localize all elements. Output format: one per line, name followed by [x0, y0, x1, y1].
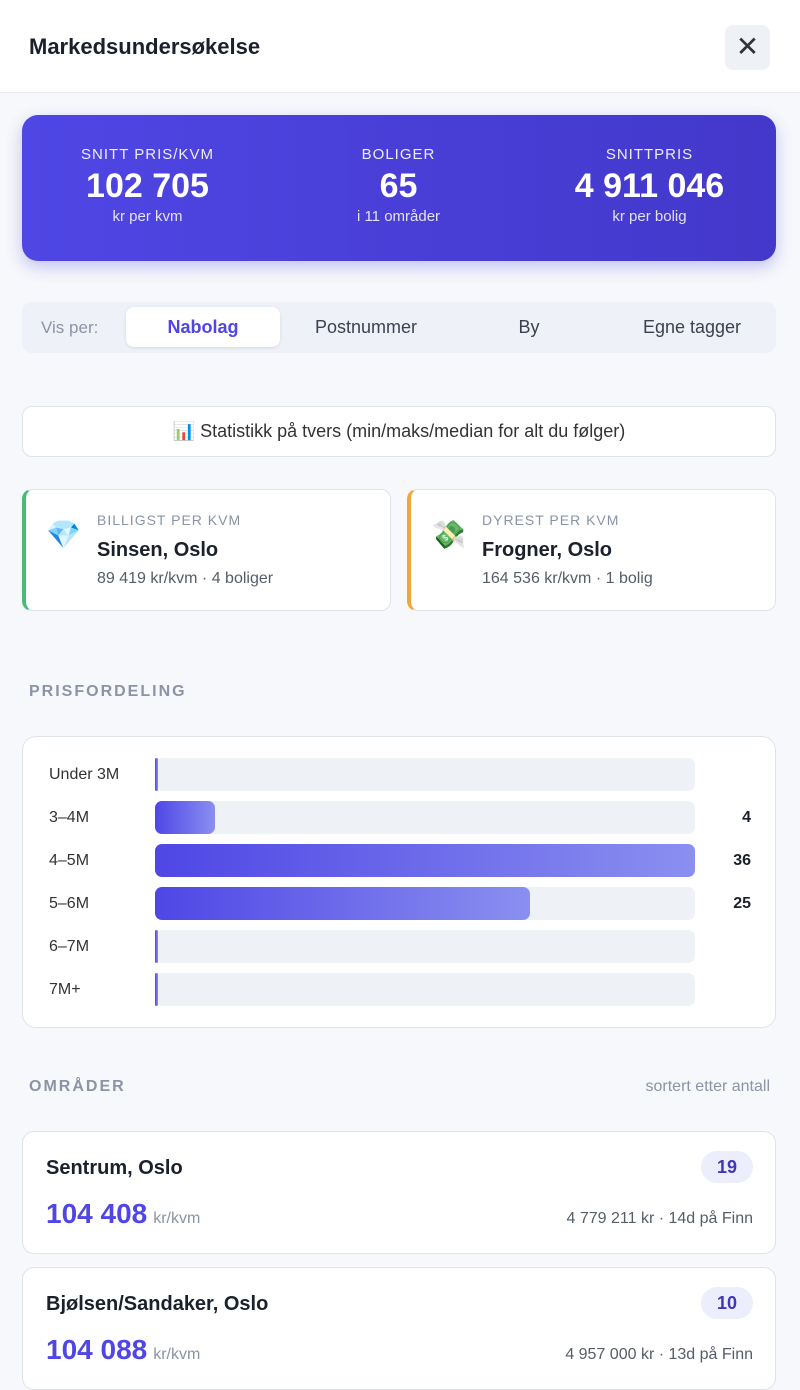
section-title: PRISFORDELING — [29, 683, 187, 700]
bin-label: 3–4M — [49, 809, 90, 826]
bar-track — [155, 930, 695, 963]
header: Markedsundersøkelse ✕ — [0, 0, 800, 93]
bar — [155, 758, 158, 791]
modal-title: Markedsundersøkelse — [29, 34, 261, 59]
extreme-detail: 89 419 kr/kvm · 4 boliger — [97, 570, 274, 587]
tab-label: Vis per: — [41, 318, 99, 337]
area-count: 19 — [701, 1151, 753, 1183]
area-card[interactable]: Sentrum, Oslo 19 104 408 kr/kvm 4 779 211 kr… — [22, 1131, 776, 1254]
sort-note: sortert etter antall — [645, 1078, 771, 1095]
extreme-name: Frogner, Oslo — [482, 539, 613, 561]
bar-track — [155, 801, 695, 834]
stat-value: 4 911 046 — [574, 167, 725, 205]
bar — [155, 973, 158, 1006]
stat-label: SNITT PRIS/KVM — [81, 146, 214, 163]
area-name: Bjølsen/Sandaker, Oslo — [46, 1293, 269, 1315]
icon: 💎 — [46, 519, 81, 550]
area-count: 10 — [701, 1287, 753, 1319]
stat-label: SNITTPRIS — [605, 146, 694, 163]
icon: 💸 — [431, 519, 466, 550]
price-unit: kr/kvm — [153, 1346, 201, 1363]
extreme-label: DYREST PER KVM — [482, 512, 620, 528]
extreme-label: BILLIGST PER KVM — [97, 512, 242, 528]
stats-button[interactable]: 📊 Statistikk på tvers (min/maks/median f… — [22, 406, 776, 457]
distribution-card: Under 3M 3–4M 4 4–5M 36 5–6M 25 6–7M 7M+ — [22, 736, 776, 1028]
bar-track — [155, 844, 695, 877]
close-button[interactable]: ✕ — [725, 25, 770, 70]
summary-stat: BOLIGER 65 i 11 områder — [273, 115, 524, 225]
bar — [155, 801, 215, 834]
area-price: 104 408 kr/kvm — [46, 1198, 200, 1230]
bar-track — [155, 758, 695, 791]
bin-label: 4–5M — [49, 852, 90, 869]
stat-sub: kr per kvm — [112, 208, 183, 225]
bar — [155, 930, 158, 963]
summary-stat: SNITT PRIS/KVM 102 705 kr per kvm — [22, 115, 273, 225]
bar-track — [155, 887, 695, 920]
tab[interactable]: Nabolag — [126, 307, 280, 347]
price-value: 104 408 — [46, 1198, 148, 1229]
bar-track — [155, 973, 695, 1006]
price-value: 104 088 — [46, 1334, 148, 1365]
stat-value: 102 705 — [86, 167, 209, 205]
stat-sub: kr per bolig — [612, 208, 687, 225]
tab-bar: Vis per: Nabolag Postnummer By Egne tagger — [22, 302, 776, 353]
area-card[interactable]: Bjølsen/Sandaker, Oslo 10 104 088 kr/kvm 4 9… — [22, 1267, 776, 1390]
stat-label: BOLIGER — [361, 146, 436, 163]
bin-label: 6–7M — [49, 938, 90, 955]
extreme-card: 💎 BILLIGST PER KVM Sinsen, Oslo 89 419 kr/k… — [22, 489, 391, 611]
area-detail: 4 779 211 kr · 14d på Finn — [566, 1210, 754, 1227]
area-detail: 4 957 000 kr · 13d på Finn — [565, 1346, 753, 1363]
stat-value: 65 — [379, 167, 418, 205]
extreme-name: Sinsen, Oslo — [97, 539, 219, 561]
bar — [155, 887, 530, 920]
bin-label: 7M+ — [49, 981, 81, 998]
bar-count: 25 — [733, 895, 751, 912]
stat-sub: i 11 områder — [356, 208, 441, 225]
area-price: 104 088 kr/kvm — [46, 1334, 200, 1366]
area-name: Sentrum, Oslo — [46, 1157, 183, 1179]
bin-label: 5–6M — [49, 895, 90, 912]
extreme-detail: 164 536 kr/kvm · 1 bolig — [482, 570, 653, 587]
bar-count: 4 — [742, 809, 751, 826]
price-unit: kr/kvm — [153, 1210, 201, 1227]
bar-count: 36 — [733, 852, 751, 869]
summary-card: SNITT PRIS/KVM 102 705 kr per kvm BOLIGER 65… — [22, 115, 776, 261]
tab[interactable]: By — [518, 317, 540, 337]
tab[interactable]: Egne tagger — [642, 317, 742, 337]
section-title: OMRÅDER — [29, 1078, 126, 1095]
summary-stat: SNITTPRIS 4 911 046 kr per bolig — [524, 115, 775, 225]
bin-label: Under 3M — [49, 766, 120, 783]
bar — [155, 844, 695, 877]
extreme-card: 💸 DYREST PER KVM Frogner, Oslo 164 536 kr/k… — [407, 489, 776, 611]
tab[interactable]: Postnummer — [314, 317, 418, 337]
